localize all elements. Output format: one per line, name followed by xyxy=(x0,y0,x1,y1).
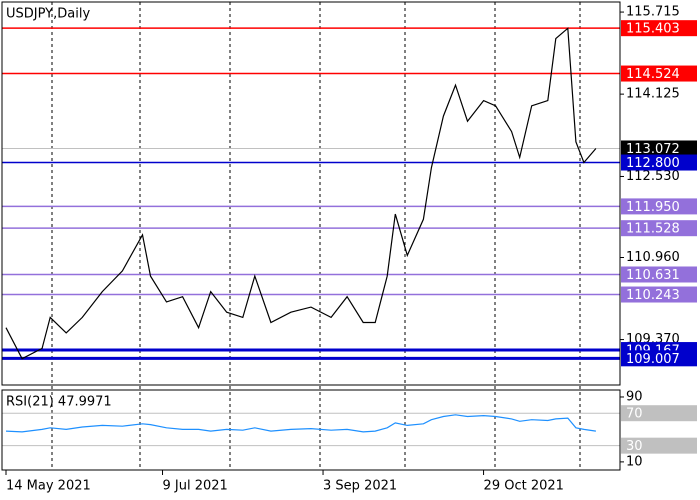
level-label: 70 xyxy=(626,407,643,422)
x-tick-label: 29 Oct 2021 xyxy=(484,479,564,494)
level-label-box xyxy=(621,266,697,283)
y-tick-label: 90 xyxy=(626,389,643,404)
chart-title: RSI(21) 47.9971 xyxy=(6,395,112,410)
level-label-box xyxy=(621,140,697,157)
pane-frame xyxy=(1,1,621,386)
level-label: 112.800 xyxy=(626,156,680,171)
level-label: 114.524 xyxy=(626,67,680,82)
level-label-box xyxy=(621,350,697,367)
level-label-box xyxy=(621,220,697,237)
level-label-box xyxy=(621,20,697,37)
y-tick-label: 10 xyxy=(626,454,643,469)
level-label-box xyxy=(621,437,697,454)
chart-title: USDJPY,Daily xyxy=(6,7,90,22)
y-tick-label: 112.530 xyxy=(626,169,680,184)
y-tick-label: 114.125 xyxy=(626,87,680,102)
level-label: 111.528 xyxy=(626,222,680,237)
level-label-box xyxy=(621,405,697,422)
level-label-box xyxy=(621,198,697,215)
level-label: 113.072 xyxy=(626,142,680,157)
level-label: 110.243 xyxy=(626,288,680,303)
level-label-box xyxy=(621,286,697,303)
x-tick-label: 3 Sep 2021 xyxy=(323,479,397,494)
x-tick-label: 14 May 2021 xyxy=(6,479,91,494)
level-label: 111.950 xyxy=(626,200,680,215)
level-label: 109.007 xyxy=(626,352,680,367)
y-tick-label: 110.960 xyxy=(626,250,680,265)
period-separators xyxy=(51,2,581,470)
price-line xyxy=(5,414,596,433)
level-label-box xyxy=(621,154,697,171)
level-label: 30 xyxy=(626,439,643,454)
level-label-box xyxy=(621,65,697,82)
level-label: 110.631 xyxy=(626,268,680,283)
x-tick-label: 9 Jul 2021 xyxy=(163,479,228,494)
pane-frame xyxy=(1,389,621,471)
y-tick-label: 115.715 xyxy=(626,5,680,20)
price-line xyxy=(5,27,597,360)
level-label: 115.403 xyxy=(626,22,680,37)
